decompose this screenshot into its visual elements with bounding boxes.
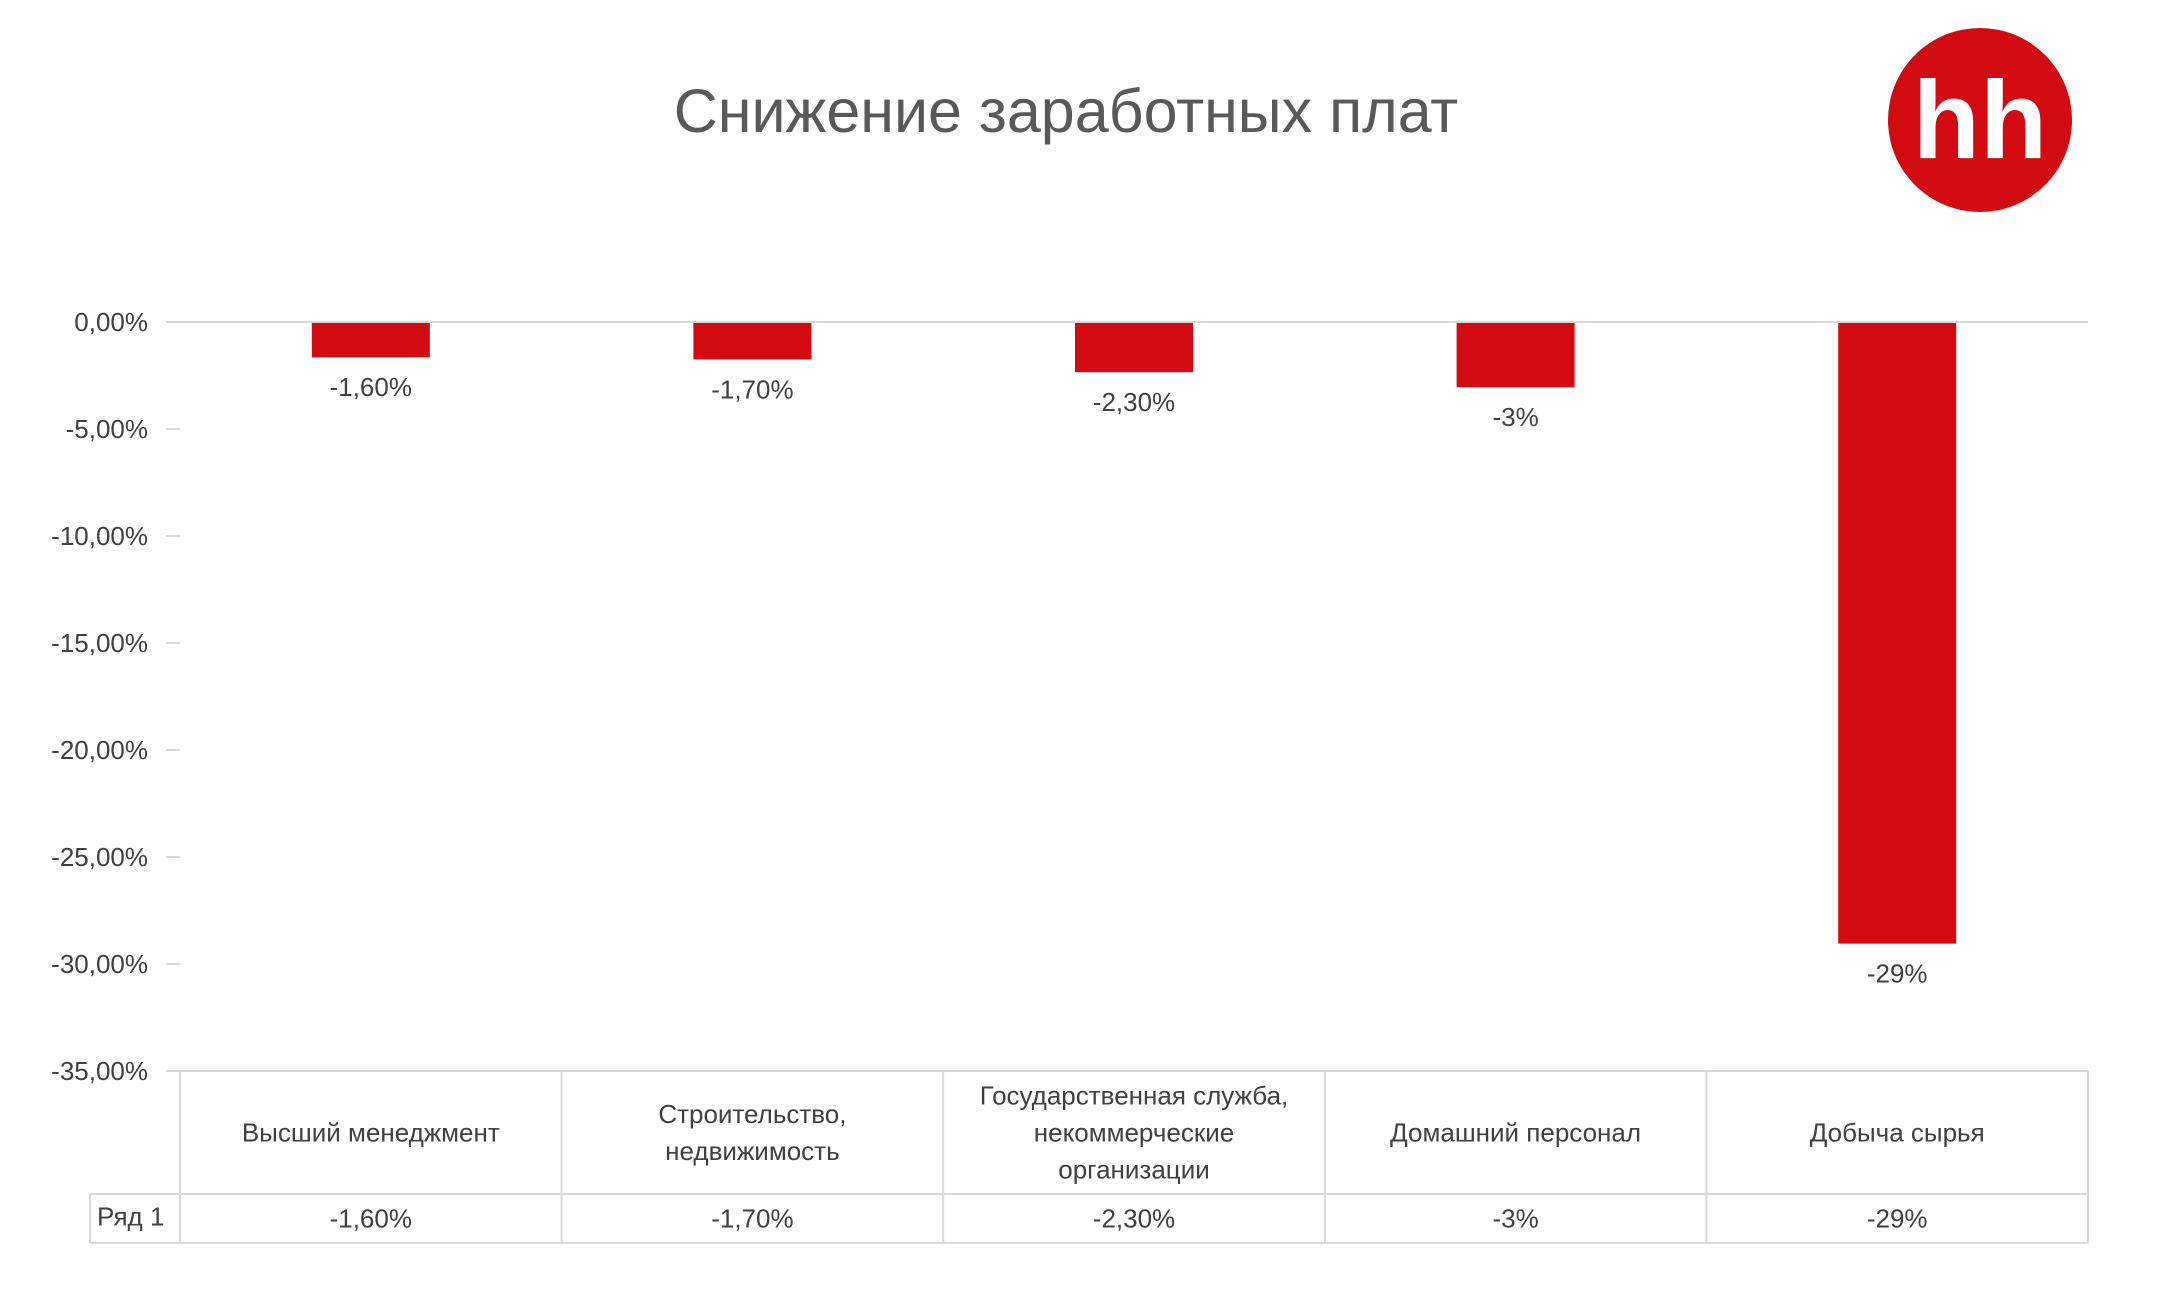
- table-value: -2,30%: [1093, 1204, 1175, 1234]
- y-tick-label: -30,00%: [51, 949, 148, 979]
- bar: [1075, 323, 1193, 373]
- data-table: Высший менеджмент Строительство, недвижимо…: [89, 1070, 2089, 1244]
- category-label: Добыча сырья: [1810, 1118, 1985, 1148]
- category-label: Высший менеджмент: [242, 1118, 500, 1148]
- bars: [311, 323, 1957, 944]
- y-tick-label: -35,00%: [51, 1056, 148, 1086]
- series-row-header: Ряд 1: [97, 1202, 164, 1232]
- hh-logo-icon: hh: [1888, 28, 2072, 212]
- bar: [311, 323, 430, 358]
- data-labels: -1,60% -1,70% -2,30% -3% -29%: [330, 372, 1928, 988]
- table-value: -3%: [1492, 1204, 1538, 1234]
- data-label: -1,70%: [711, 374, 793, 404]
- data-label: -1,60%: [330, 372, 412, 402]
- data-label: -3%: [1492, 402, 1538, 432]
- y-tick-label: -25,00%: [51, 842, 148, 872]
- chart-title: Снижение заработных плат: [674, 77, 1459, 145]
- data-label: -2,30%: [1093, 387, 1175, 417]
- table-value: -29%: [1867, 1204, 1928, 1234]
- y-tick-label: 0,00%: [74, 307, 148, 337]
- y-tick-label: -5,00%: [66, 414, 148, 444]
- logo-text: hh: [1913, 59, 2047, 182]
- y-tick-label: -10,00%: [51, 521, 148, 551]
- data-label: -29%: [1867, 959, 1928, 989]
- bar: [1456, 323, 1575, 388]
- y-axis: 0,00% -5,00% -10,00% -15,00% -20,00% -25,00% -…: [51, 307, 180, 1086]
- bar: [693, 323, 812, 360]
- y-tick-label: -20,00%: [51, 735, 148, 765]
- bar: [1838, 323, 1957, 944]
- table-value: -1,60%: [330, 1204, 412, 1234]
- category-label: Государственная служба, некоммерческие орг…: [980, 1081, 1289, 1185]
- category-label: Строительство, недвижимость: [658, 1099, 846, 1166]
- category-label: Домашний персонал: [1390, 1118, 1641, 1148]
- y-tick-label: -15,00%: [51, 628, 148, 658]
- table-value: -1,70%: [711, 1204, 793, 1234]
